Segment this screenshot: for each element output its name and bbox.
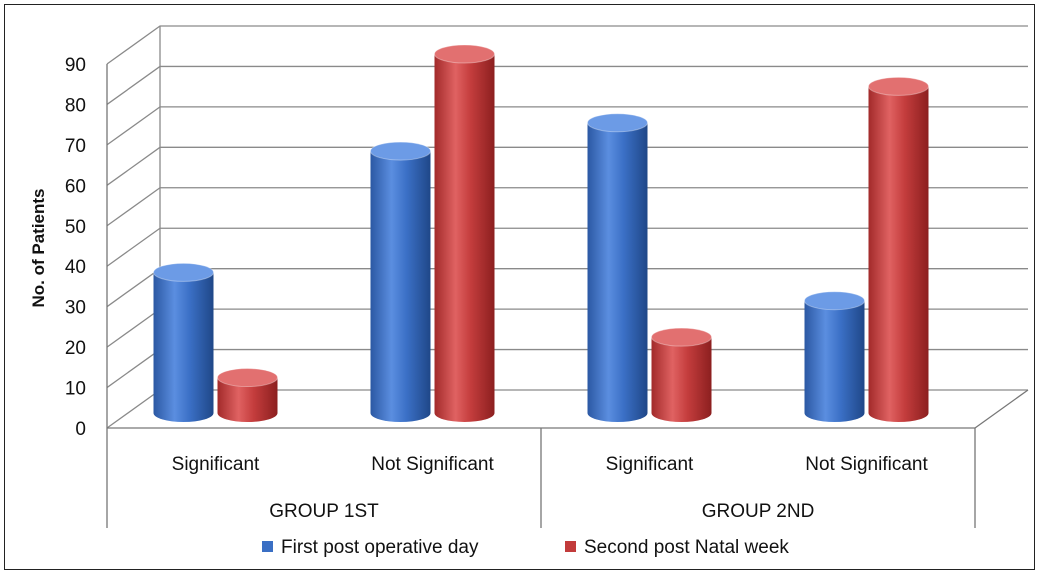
legend-label: First post operative day (281, 537, 479, 558)
x-group-label: GROUP 1ST (269, 501, 379, 522)
y-tick-label: 0 (75, 419, 86, 440)
x-category-label: Significant (172, 454, 260, 475)
bar-body (153, 272, 214, 422)
gridline (106, 25, 1028, 65)
bar-top (153, 262, 214, 282)
bar-body (434, 54, 495, 422)
bar-top (587, 113, 648, 133)
bar-body (651, 337, 712, 422)
legend-label: Second post Natal week (584, 537, 789, 558)
bar (804, 291, 865, 422)
bar-body (868, 86, 929, 422)
bar (370, 141, 431, 423)
bar-body (804, 300, 865, 422)
x-group-label: GROUP 2ND (702, 501, 815, 522)
y-tick-label: 50 (65, 217, 86, 238)
bar-top (804, 291, 865, 311)
x-category-label: Significant (606, 454, 694, 475)
y-tick-label: 70 (65, 136, 86, 157)
bar (651, 327, 712, 422)
bar (868, 76, 929, 422)
bar-top (434, 44, 495, 64)
y-tick-label: 80 (65, 95, 86, 116)
y-tick-label: 90 (65, 55, 86, 76)
y-tick-label: 40 (65, 257, 86, 278)
bar-body (587, 122, 648, 422)
bar-top (370, 141, 431, 161)
bar (217, 368, 278, 422)
y-tick-label: 30 (65, 298, 86, 319)
x-category-label: Not Significant (805, 454, 928, 475)
bar-top (868, 76, 929, 96)
x-category-label: Not Significant (371, 454, 494, 475)
bar (434, 44, 495, 422)
y-tick-label: 20 (65, 338, 86, 359)
bar (587, 113, 648, 422)
legend-swatch (565, 541, 576, 552)
bar-body (217, 377, 278, 422)
floor-edge (974, 389, 1029, 429)
bar-body (370, 151, 431, 423)
labels: 0 10 20 30 40 50 60 70 80 90 Significant Not Signif… (65, 55, 929, 558)
bar-top (217, 368, 278, 388)
y-tick-label: 10 (65, 379, 86, 400)
bars (153, 44, 929, 423)
y-tick-label: 60 (65, 176, 86, 197)
legend-swatch (262, 541, 273, 552)
bar-top (651, 327, 712, 347)
bar (153, 262, 214, 422)
y-axis-title: No. of Patients (29, 188, 48, 307)
